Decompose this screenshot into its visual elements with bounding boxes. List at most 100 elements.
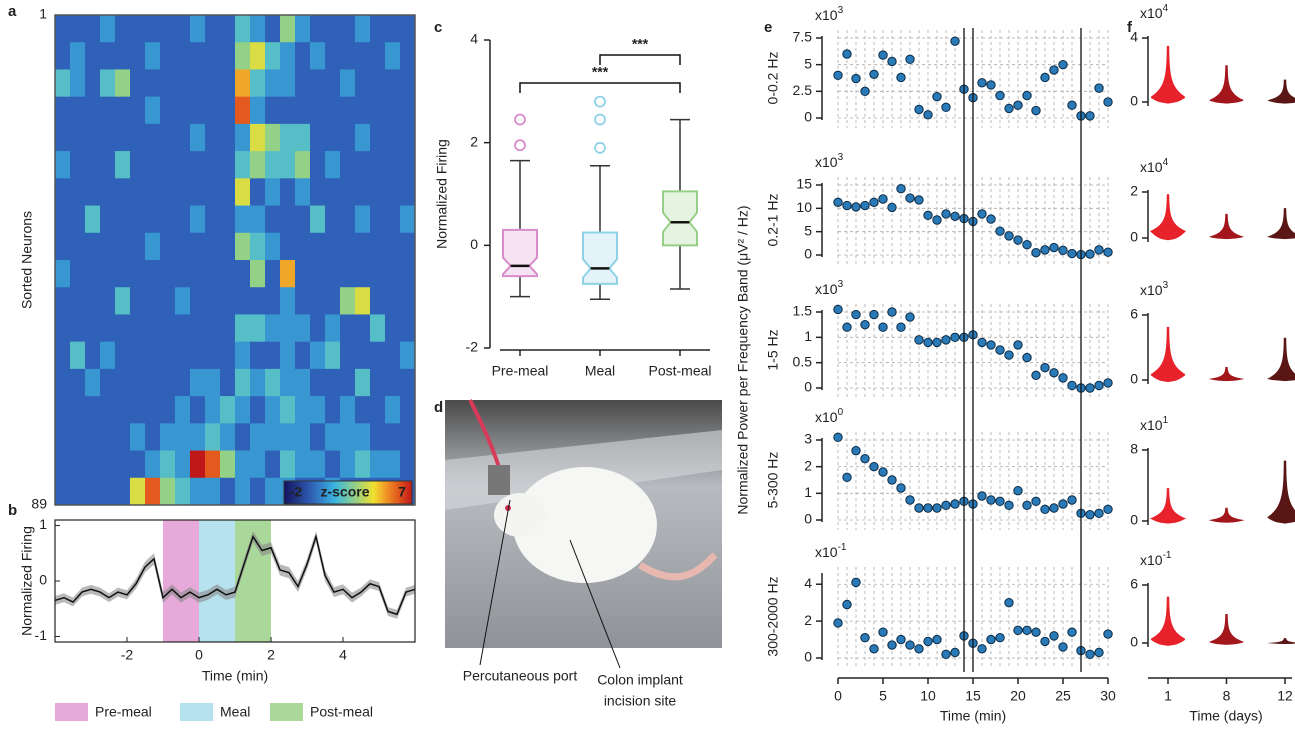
heatmap-cell <box>100 396 116 424</box>
heatmap-cell <box>220 178 236 206</box>
heatmap-cell <box>310 15 326 43</box>
x-tick-label: 15 <box>965 688 981 704</box>
heatmap-cell <box>370 314 386 342</box>
significance-label: *** <box>632 36 649 52</box>
heatmap-cell <box>145 368 161 397</box>
point <box>896 72 906 83</box>
violin <box>1267 638 1295 644</box>
heatmap-cell <box>145 396 161 424</box>
heatmap-cell <box>85 260 101 288</box>
axis-scale-exponent: -1 <box>838 542 847 553</box>
point <box>1040 72 1050 83</box>
point <box>1058 59 1068 70</box>
heatmap-cell <box>115 96 131 125</box>
heatmap-cell <box>235 205 251 234</box>
heatmap-cell <box>250 69 266 97</box>
y-tick-label: 5 <box>804 55 812 71</box>
axis-scale: x104 <box>1140 3 1169 21</box>
point <box>1085 509 1095 520</box>
point <box>1004 103 1014 114</box>
heatmap-cell <box>85 368 101 397</box>
heatmap-cell <box>130 123 146 152</box>
heatmap-cell <box>100 341 116 370</box>
point <box>914 335 924 345</box>
panel-label: c <box>434 19 442 36</box>
heatmap-cell <box>220 151 236 179</box>
heatmap-cell <box>325 123 341 152</box>
heatmap-cell <box>370 450 386 479</box>
heatmap-cell <box>250 477 266 506</box>
heatmap-cell <box>280 42 296 70</box>
heatmap-cell <box>115 396 131 424</box>
heatmap-cell <box>130 232 146 261</box>
heatmap-cell <box>310 69 326 97</box>
y-tick-label: 0 <box>804 511 812 527</box>
heatmap-cell <box>295 96 311 125</box>
heatmap-cell <box>310 368 326 397</box>
heatmap-cell <box>115 69 131 97</box>
heatmap-cell <box>205 15 221 43</box>
heatmap-cell <box>205 287 221 315</box>
point <box>1013 235 1023 245</box>
heatmap-cell <box>205 69 221 97</box>
subplot-label: 5-300 Hz <box>765 452 781 509</box>
heatmap-cell <box>160 450 176 479</box>
axis-scale-exponent: 3 <box>838 5 844 16</box>
heatmap-cell <box>385 178 401 206</box>
heatmap-cell <box>160 205 176 234</box>
panel-label: e <box>764 19 772 36</box>
heatmap-cell <box>55 69 71 97</box>
heatmap-cell <box>370 96 386 125</box>
violin <box>1267 79 1295 104</box>
heatmap-cell <box>325 232 341 261</box>
heatmap-cell <box>370 232 386 261</box>
heatmap-cell <box>250 178 266 206</box>
heatmap-cell <box>100 423 116 451</box>
heatmap-cell <box>250 423 266 451</box>
heatmap-cell <box>370 151 386 179</box>
axis-scale-base: x10 <box>815 7 838 23</box>
heatmap-cell <box>325 15 341 43</box>
point <box>1067 380 1077 391</box>
heatmap-cell <box>385 341 401 370</box>
heatmap-cell <box>100 96 116 125</box>
heatmap-cell <box>55 368 71 397</box>
y-tick-label: 0 <box>804 246 812 262</box>
heatmap-cell <box>70 314 86 342</box>
heatmap-cell <box>130 42 146 70</box>
heatmap-cell <box>235 42 251 70</box>
heatmap-cell <box>280 287 296 315</box>
rat-head <box>494 493 546 537</box>
heatmap-cell <box>205 232 221 261</box>
y-tick-label: 0 <box>470 236 478 252</box>
heatmap-cell <box>190 232 206 261</box>
x-axis-label: Time (min) <box>202 668 268 684</box>
legend-label: Pre-meal <box>95 704 152 720</box>
y-axis-label: Normalized Firing <box>19 526 35 636</box>
legend-label: Meal <box>220 704 250 720</box>
y-tick-label: 89 <box>31 496 47 512</box>
point <box>977 78 987 88</box>
point <box>905 495 915 505</box>
heatmap-cell <box>205 151 221 179</box>
point <box>986 340 996 350</box>
outlier <box>514 139 526 152</box>
heatmap-cell <box>400 178 416 206</box>
heatmap-cell <box>100 205 116 234</box>
legend-swatch <box>270 703 303 721</box>
heatmap-cell <box>400 314 416 342</box>
rat-tail <box>638 552 718 581</box>
heatmap-cell <box>220 123 236 152</box>
heatmap-cell <box>205 341 221 370</box>
callout-label: Colon implant <box>597 672 683 688</box>
point <box>914 104 924 115</box>
box <box>502 228 538 278</box>
point <box>869 197 879 207</box>
heatmap-cell <box>295 314 311 342</box>
heatmap-cell <box>145 477 161 506</box>
point <box>1031 496 1041 507</box>
heatmap-cell <box>235 396 251 424</box>
heatmap-cell <box>310 205 326 234</box>
heatmap-cell <box>400 151 416 179</box>
violin <box>1267 460 1295 524</box>
